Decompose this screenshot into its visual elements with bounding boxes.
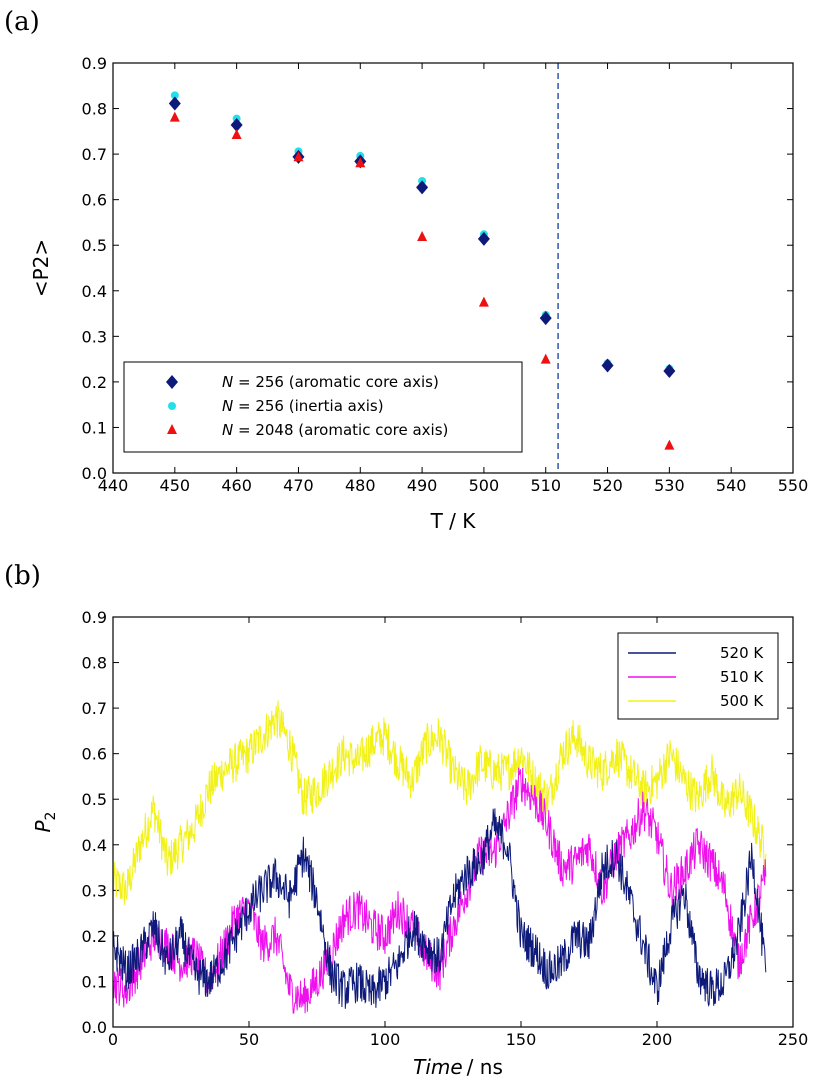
chart-b-y-tick-label: 0.4 <box>82 836 107 855</box>
chart-a-point-diamond <box>168 96 181 111</box>
chart-b-x-axis-label-unit: / ns <box>467 1055 503 1079</box>
chart-b-x-tick-label: 100 <box>370 1030 401 1049</box>
chart-b-axis-ticks: 0 50 100 150 200 250 0.0 0.1 0.2 0.3 0.4 0.5 0.6 0.7 0… <box>82 608 809 1049</box>
chart-a-x-tick-label: 440 <box>98 476 129 495</box>
chart-a-x-axis-label: T / K <box>430 509 477 533</box>
chart-b: 0 50 100 150 200 250 0.0 0.1 0.2 0.3 0.4 0.5 0.6 0.7 0… <box>31 608 808 1079</box>
chart-a-legend-box <box>123 361 523 453</box>
chart-b-x-axis-label-italic: Time <box>413 1055 463 1079</box>
chart-a-point-triangle <box>293 151 304 162</box>
chart-b-y-tick-label: 0.9 <box>82 608 107 627</box>
chart-a-y-axis-label: <P2> <box>29 239 53 297</box>
chart-a-x-tick-label: 510 <box>530 476 561 495</box>
chart-a-x-tick-label: 490 <box>407 476 438 495</box>
chart-b-y-axis-label-sub: 2 <box>43 812 59 821</box>
chart-b-x-tick-label: 150 <box>506 1030 537 1049</box>
chart-a-x-tick-label: 470 <box>283 476 314 495</box>
chart-a-point-triangle <box>540 353 551 364</box>
chart-a-point-triangle <box>478 296 489 307</box>
chart-a-x-tick-label: 460 <box>221 476 252 495</box>
chart-b-legend: 520 K 510 K 500 K <box>617 632 779 720</box>
chart-b-legend-box <box>617 632 779 720</box>
chart-b-y-tick-label: 0.2 <box>82 927 107 946</box>
chart-b-y-axis-label-main: P <box>31 819 55 832</box>
chart-b-y-tick-label: 0.5 <box>82 790 107 809</box>
chart-b-y-tick-label: 0.6 <box>82 745 107 764</box>
chart-b-legend-entry: 500 K <box>720 692 764 710</box>
legend-entry-text: = 256 (aromatic core axis) <box>233 373 439 391</box>
legend-entry-text: = 2048 (aromatic core axis) <box>233 421 448 439</box>
chart-b-y-axis-label: P2 <box>31 812 59 833</box>
chart-a-x-tick-label: 520 <box>592 476 623 495</box>
chart-b-x-axis-label: Time / ns <box>413 1055 503 1079</box>
chart-a-x-tick-label: 500 <box>469 476 500 495</box>
chart-a-point-diamond <box>663 363 676 378</box>
chart-b-x-tick-label: 250 <box>778 1030 809 1049</box>
panel-label-b: (b) <box>4 561 41 591</box>
chart-b-legend-entry: 520 K <box>720 644 764 662</box>
chart-a-legend-marker <box>167 424 177 434</box>
chart-a-point-diamond <box>416 180 429 195</box>
chart-a-y-tick-label: 0.9 <box>82 54 107 73</box>
chart-b-series-line <box>112 808 767 1009</box>
chart-a-x-tick-label: 450 <box>160 476 191 495</box>
legend-entry-italic: N <box>222 421 233 439</box>
chart-b-y-tick-label: 0.3 <box>82 881 107 900</box>
chart-a-y-tick-label: 0.6 <box>82 191 107 210</box>
chart-a-legend-entry: N = 256 (inertia axis) <box>222 397 384 415</box>
chart-b-x-tick-label: 0 <box>108 1030 118 1049</box>
chart-a-legend-entry: N = 256 (aromatic core axis) <box>222 373 439 391</box>
chart-a-point-diamond <box>539 311 552 326</box>
chart-a-point-circle <box>170 91 179 100</box>
chart-b-x-tick-label: 50 <box>239 1030 259 1049</box>
chart-b-x-tick-label: 200 <box>642 1030 673 1049</box>
chart-a-y-tick-label: 0.7 <box>82 145 107 164</box>
chart-a-y-tick-label: 0.5 <box>82 236 107 255</box>
chart-a-point-triangle <box>417 231 428 242</box>
chart-a-y-tick-label: 0.8 <box>82 100 107 119</box>
chart-b-y-tick-label: 0.0 <box>82 1018 107 1037</box>
chart-b-frame <box>112 616 794 1028</box>
chart-a-axis-ticks: 440 450 460 470 480 490 500 510 520 530 540 550 0.0 0… <box>82 54 809 495</box>
chart-a-frame <box>112 62 794 474</box>
chart-b-series-line <box>112 700 767 905</box>
chart-a-y-tick-label: 0.2 <box>82 373 107 392</box>
chart-a-legend-entry: N = 2048 (aromatic core axis) <box>222 421 448 439</box>
chart-a-legend: N = 256 (aromatic core axis)N = 256 (ine… <box>123 361 523 453</box>
chart-a-y-tick-label: 0.3 <box>82 327 107 346</box>
legend-entry-text: = 256 (inertia axis) <box>233 397 383 415</box>
chart-b-y-tick-label: 0.1 <box>82 972 107 991</box>
chart-a-y-tick-label: 0.0 <box>82 464 107 483</box>
chart-a-point-triangle <box>355 157 366 168</box>
chart-a-x-tick-label: 550 <box>778 476 809 495</box>
chart-b-y-tick-label: 0.8 <box>82 654 107 673</box>
chart-a-point-triangle <box>231 128 242 139</box>
chart-b-y-tick-label: 0.7 <box>82 699 107 718</box>
chart-b-series-lines <box>112 700 767 1014</box>
chart-a-x-tick-label: 480 <box>345 476 376 495</box>
chart-a-data-points <box>168 91 676 450</box>
chart-a-point-triangle <box>664 439 675 450</box>
chart-a: 440 450 460 470 480 490 500 510 520 530 540 550 0.0 0… <box>29 54 808 533</box>
chart-a-point-diamond <box>477 231 490 246</box>
legend-entry-italic: N <box>222 373 233 391</box>
chart-a-point-diamond <box>230 117 243 132</box>
chart-a-legend-marker <box>168 402 176 410</box>
chart-a-x-tick-label: 540 <box>716 476 747 495</box>
chart-a-legend-marker <box>166 375 178 389</box>
chart-a-point-diamond <box>601 358 614 373</box>
chart-b-legend-entry: 510 K <box>720 668 764 686</box>
panel-label-a: (a) <box>4 7 40 37</box>
chart-a-y-tick-label: 0.4 <box>82 282 107 301</box>
chart-a-point-triangle <box>169 111 180 122</box>
chart-a-x-tick-label: 530 <box>654 476 685 495</box>
legend-entry-italic: N <box>222 397 233 415</box>
chart-a-y-tick-label: 0.1 <box>82 418 107 437</box>
